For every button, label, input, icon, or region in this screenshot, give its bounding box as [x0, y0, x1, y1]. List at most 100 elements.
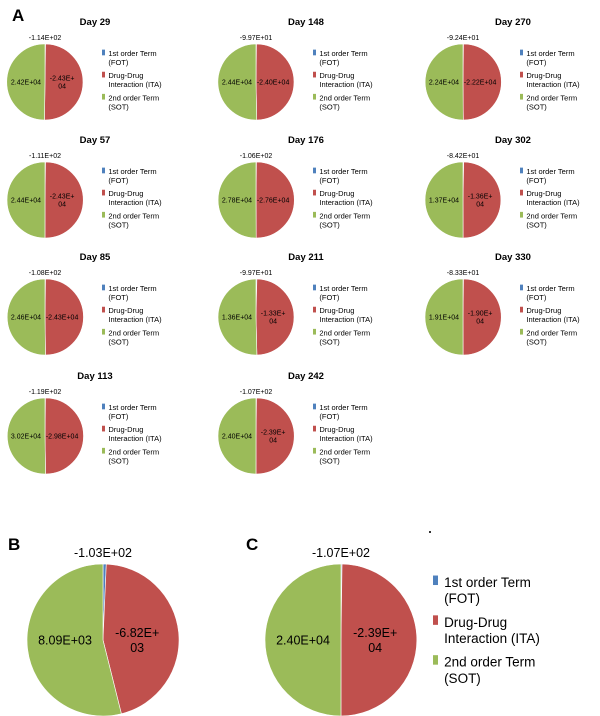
pie-day-330-legend-text-fot-0: 1st order Term: [526, 284, 574, 293]
pie-panel-c-legend-text-ita-1: Interaction (ITA): [444, 631, 540, 646]
pie-day-57-label-fot: -1.11E+02: [29, 153, 61, 160]
pie-day-330-legend-text-sot-0: 2nd order Term: [526, 328, 577, 337]
pie-day-148-legend-text-ita-1: Interaction (ITA): [319, 80, 373, 89]
pie-day-29-legend-swatch-sot: [102, 93, 105, 100]
pie-day-330-legend-text-fot-1: (FOT): [526, 293, 546, 302]
pie-day-29-slice-sot: [6, 43, 46, 121]
pie-day-57-title: Day 57: [80, 135, 111, 146]
pie-day-270-label-fot: -9.24E+01: [447, 35, 480, 42]
pie-day-211-legend-swatch-fot: [313, 284, 316, 291]
pie-day-85-legend-text-ita-1: Interaction (ITA): [108, 315, 162, 324]
pie-panel-c-legend-text-sot-0: 2nd order Term: [444, 655, 535, 670]
pie-panel-c-label-fot: -1.07E+02: [312, 546, 370, 560]
pie-day-29-legend-text-sot-0: 2nd order Term: [108, 93, 159, 102]
pie-panel-c-legend-text-fot-1: (FOT): [444, 591, 480, 606]
pie-day-211-legend-text-ita-0: Drug-Drug: [319, 306, 354, 315]
pie-day-85-slice-sot: [6, 278, 46, 356]
pie-day-270-legend-text-fot-1: (FOT): [526, 58, 546, 67]
pie-panel-c-legend-swatch-ita: [433, 615, 438, 625]
pie-day-302-label-sot: 1.37E+04: [429, 197, 459, 204]
pie-day-85-legend-text-ita-0: Drug-Drug: [108, 306, 143, 315]
pie-day-113-slice-sot: [6, 397, 46, 475]
pie-day-211-slice-ita: [255, 278, 295, 356]
pie-day-302-label-fot: -8.42E+01: [447, 153, 480, 160]
pie-panel-b-label-ita-1: 03: [130, 641, 144, 655]
pie-day-113-legend-text-fot-0: 1st order Term: [108, 403, 156, 412]
pie-panel-c-legend-text-fot-0: 1st order Term: [444, 575, 531, 590]
pie-day-57-legend-text-sot-0: 2nd order Term: [108, 211, 159, 220]
pie-day-330-title: Day 330: [495, 252, 531, 263]
pie-day-29-legend-text-ita-1: Interaction (ITA): [108, 80, 162, 89]
pie-day-211-legend-text-fot-1: (FOT): [319, 293, 339, 302]
pie-day-242-legend-text-ita-1: Interaction (ITA): [319, 434, 373, 443]
pie-day-113-legend-text-sot-1: (SOT): [108, 456, 129, 465]
pie-day-85-legend-text-fot-0: 1st order Term: [108, 284, 156, 293]
pie-day-148-legend-text-fot-1: (FOT): [319, 58, 339, 67]
pie-day-57-legend-swatch-fot: [102, 167, 105, 174]
pie-day-113-legend-swatch-fot: [102, 403, 105, 410]
pie-day-330-legend-swatch-fot: [520, 284, 523, 291]
pie-day-330-slice-sot: [424, 278, 464, 356]
pie-day-85-label-sot: 2.46E+04: [11, 314, 41, 321]
pie-day-330-legend-text-ita-1: Interaction (ITA): [526, 315, 580, 324]
pie-day-113-slice-ita: [44, 397, 84, 475]
pie-day-211-label-fot: -9.97E+01: [240, 270, 273, 277]
pie-day-176-legend-swatch-sot: [313, 211, 316, 218]
pie-panel-c-legend-swatch-fot: [433, 575, 438, 586]
pie-day-176-legend-swatch-ita: [313, 189, 316, 196]
pie-day-85-title: Day 85: [80, 252, 111, 263]
pie-day-176-legend-text-fot-1: (FOT): [319, 176, 339, 185]
pie-day-302-slice-ita: [462, 161, 502, 239]
pie-day-148-legend-text-ita-0: Drug-Drug: [319, 71, 354, 80]
pie-day-176-label-ita-0: -2.76E+04: [257, 197, 290, 204]
pie-day-85-legend-swatch-ita: [102, 306, 105, 313]
panel-letter-c: C: [246, 535, 258, 554]
pie-panel-c: -1.07E+02 -2.39E+04 2.40E+04 1st order Term…: [264, 546, 540, 716]
pie-day-270-legend-swatch-ita: [520, 71, 523, 78]
pie-day-57-legend-swatch-ita: [102, 189, 105, 196]
pie-day-330-legend-swatch-sot: [520, 328, 523, 335]
pie-day-85-label-fot: -1.08E+02: [29, 270, 62, 277]
pie-day-148-legend-text-fot-0: 1st order Term: [319, 49, 367, 58]
pie-day-270-legend-text-sot-1: (SOT): [526, 102, 547, 111]
pie-day-57-label-sot: 2.44E+04: [11, 197, 41, 204]
pie-day-29: Day 29 -1.14E+02 -2.43E+ 04 2.42E+04 1st orde…: [6, 17, 162, 121]
pie-panel-c-slice-ita: [340, 563, 418, 716]
pie-day-211-legend-swatch-sot: [313, 328, 316, 335]
pie-day-85-legend-text-sot-1: (SOT): [108, 337, 129, 346]
pie-day-57-label-ita-1: 04: [58, 202, 66, 209]
pie-day-29-legend-text-fot-0: 1st order Term: [108, 49, 156, 58]
pie-day-176-legend-text-fot-0: 1st order Term: [319, 167, 367, 176]
pie-day-57-label-ita-0: -2.43E+: [50, 193, 75, 200]
pie-day-29-legend-swatch-ita: [102, 71, 105, 78]
pie-day-57-slice-sot: [6, 161, 46, 239]
pie-day-330-label-ita-0: -1.90E+: [468, 310, 493, 317]
pie-day-211-legend-text-fot-0: 1st order Term: [319, 284, 367, 293]
pie-day-176-slice-sot: [217, 161, 257, 239]
pie-day-148-slice-sot: [217, 43, 258, 121]
pie-day-211-legend-text-ita-1: Interaction (ITA): [319, 315, 373, 324]
pie-day-330-legend-text-sot-1: (SOT): [526, 337, 547, 346]
pie-day-85-slice-ita: [44, 278, 84, 356]
pie-day-113-label-fot: -1.19E+02: [29, 389, 62, 396]
pie-day-57-legend-text-fot-1: (FOT): [108, 176, 128, 185]
pie-day-302-label-ita-0: -1.36E+: [468, 193, 493, 200]
pie-day-242-legend-text-ita-0: Drug-Drug: [319, 425, 354, 434]
pie-day-211-title: Day 211: [288, 252, 324, 263]
pie-day-330-label-sot: 1.91E+04: [429, 314, 459, 321]
pie-day-176-label-sot: 2.78E+04: [222, 197, 252, 204]
pie-day-330: Day 330 -8.33E+01 -1.90E+ 04 1.91E+04 1st ord…: [424, 252, 580, 356]
pie-day-113-legend-swatch-ita: [102, 425, 105, 432]
pie-day-242-legend-text-sot-0: 2nd order Term: [319, 447, 370, 456]
pie-panel-b: -1.03E+02 -6.82E+03 8.09E+03: [26, 546, 180, 716]
pie-day-242-legend-swatch-sot: [313, 447, 316, 454]
pie-panel-c-label-sot: 2.40E+04: [276, 633, 330, 647]
pie-day-270-title: Day 270: [495, 17, 531, 28]
pie-day-302-title: Day 302: [495, 135, 531, 146]
pie-day-270-legend-text-fot-0: 1st order Term: [526, 49, 574, 58]
pie-day-270-legend-swatch-sot: [520, 93, 523, 100]
pie-day-211-slice-sot: [217, 278, 258, 356]
pie-day-242-legend-text-fot-0: 1st order Term: [319, 403, 367, 412]
pie-day-57-legend-text-ita-1: Interaction (ITA): [108, 198, 162, 207]
pie-day-242-legend-swatch-fot: [313, 403, 316, 410]
